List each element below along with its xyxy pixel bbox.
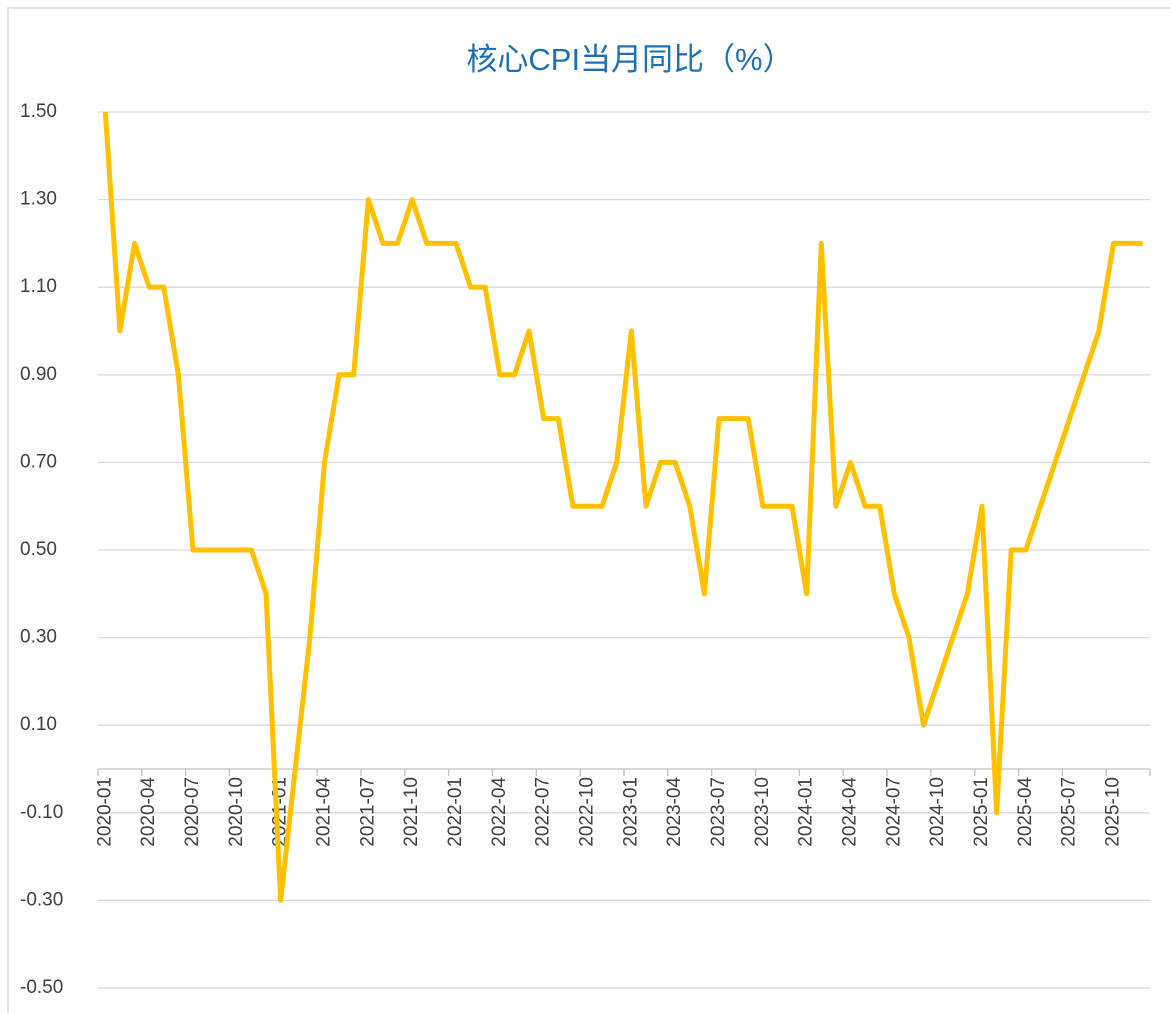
y-tick-label: 0.30 bbox=[20, 627, 57, 648]
x-tick-label: 2023-10 bbox=[752, 777, 773, 847]
x-tick-label: 2023-07 bbox=[708, 777, 729, 847]
x-tick-label: 2025-04 bbox=[1015, 777, 1036, 847]
x-tick-label: 2023-01 bbox=[620, 777, 641, 847]
y-tick-label: -0.30 bbox=[20, 889, 63, 910]
y-tick-label: -0.10 bbox=[20, 802, 63, 823]
y-tick-label: 1.30 bbox=[20, 189, 57, 210]
x-tick-label: 2024-10 bbox=[927, 777, 948, 847]
x-tick-label: 2020-10 bbox=[226, 777, 247, 847]
x-tick-label: 2024-07 bbox=[883, 777, 904, 847]
x-tick-label: 2023-04 bbox=[664, 777, 685, 847]
x-tick-label: 2021-10 bbox=[401, 777, 422, 847]
x-tick-label: 2022-10 bbox=[576, 777, 597, 847]
series-line bbox=[102, 111, 1143, 903]
y-tick-label: 1.50 bbox=[20, 101, 57, 122]
x-tick-label: 2022-07 bbox=[533, 777, 554, 847]
x-tick-label: 2020-01 bbox=[94, 777, 115, 847]
x-tick-label: 2020-04 bbox=[138, 777, 159, 847]
x-tick-label: 2025-10 bbox=[1102, 777, 1123, 847]
chart-title: 核心CPI当月同比（%） bbox=[466, 42, 793, 77]
x-tick-label: 2021-04 bbox=[313, 777, 334, 847]
x-tick-label: 2022-01 bbox=[445, 777, 466, 847]
x-tick-label: 2021-07 bbox=[357, 777, 378, 847]
y-tick-label: 0.10 bbox=[20, 714, 57, 735]
x-tick-label: 2025-07 bbox=[1059, 777, 1080, 847]
x-tick-label: 2020-07 bbox=[182, 777, 203, 847]
x-tick-label: 2024-04 bbox=[839, 777, 860, 847]
y-tick-label: 0.50 bbox=[20, 539, 57, 560]
chart-border bbox=[7, 7, 1170, 1013]
y-tick-label: -0.50 bbox=[20, 977, 63, 998]
y-tick-label: 1.10 bbox=[20, 276, 57, 297]
x-tick-label: 2022-04 bbox=[489, 777, 510, 847]
y-tick-label: 0.70 bbox=[20, 451, 57, 472]
x-tick-label: 2024-01 bbox=[796, 777, 817, 847]
x-tick-label: 2025-01 bbox=[971, 777, 992, 847]
y-tick-label: 0.90 bbox=[20, 364, 57, 385]
